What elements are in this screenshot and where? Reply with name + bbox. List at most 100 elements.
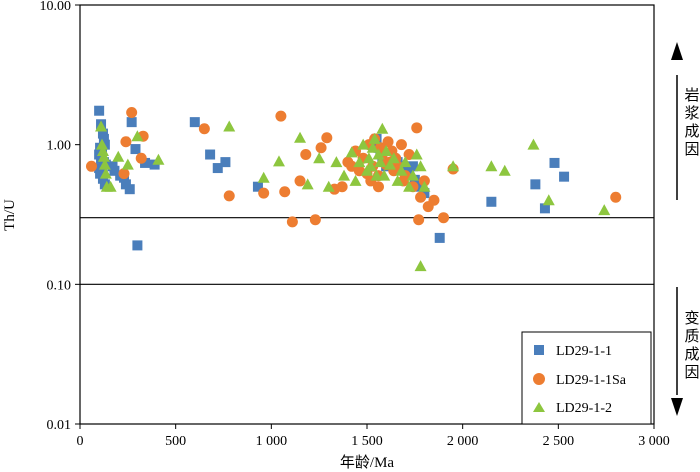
data-point-circle <box>321 132 333 144</box>
data-point-circle <box>415 191 427 203</box>
down-arrow-head <box>671 398 683 416</box>
data-point-circle <box>610 191 622 203</box>
data-point-triangle <box>223 120 236 132</box>
data-point-square <box>539 203 550 214</box>
legend-marker-square <box>534 345 544 355</box>
data-point-triangle <box>447 160 460 172</box>
legend: LD29-1-1 LD29-1-1Sa LD29-1-2 <box>521 331 652 425</box>
data-point-circle <box>411 122 423 134</box>
x-tick-label: 3 000 <box>638 434 670 449</box>
data-points <box>85 105 622 272</box>
data-point-triangle <box>294 131 307 143</box>
region-char: 成 <box>684 346 699 363</box>
data-point-square <box>530 179 541 190</box>
data-point-square <box>94 105 105 116</box>
data-point-square <box>95 168 106 179</box>
data-point-triangle <box>395 164 408 176</box>
data-point-triangle <box>527 138 540 150</box>
data-point-square <box>205 149 216 160</box>
data-point-circle <box>126 106 138 118</box>
data-point-circle <box>395 139 407 151</box>
data-point-circle <box>300 149 312 161</box>
data-point-triangle <box>338 169 351 181</box>
x-axis-label: 年龄/Ma <box>340 454 395 471</box>
data-point-triangle <box>353 156 366 168</box>
data-point-triangle <box>349 174 362 186</box>
data-point-square <box>400 163 411 174</box>
data-point-circle <box>85 160 97 172</box>
legend-marker-triangle <box>533 402 545 412</box>
data-point-triangle <box>391 174 404 186</box>
data-point-triangle <box>410 148 423 160</box>
data-point-circle <box>372 181 384 193</box>
legend-label: LD29-1-1Sa <box>556 373 627 388</box>
data-point-triangle <box>96 138 109 150</box>
data-point-triangle <box>380 145 393 157</box>
region-char: 因 <box>684 141 699 158</box>
data-point-square <box>212 163 223 174</box>
axis-ticks: 0 500 1 000 1 500 2 000 2 500 3 000 0.01 0.10 1.0… <box>40 0 670 449</box>
data-point-triangle <box>368 132 381 144</box>
data-point-square <box>549 157 560 168</box>
data-point-square <box>130 144 141 155</box>
data-point-circle <box>336 181 348 193</box>
data-point-triangle <box>96 145 109 157</box>
data-point-triangle <box>364 160 377 172</box>
data-point-circle <box>198 123 210 135</box>
data-point-triangle <box>383 158 396 170</box>
region-char: 变 <box>684 310 699 327</box>
data-point-circle <box>438 212 450 224</box>
reference-lines <box>80 217 654 285</box>
data-point-triangle <box>313 152 326 164</box>
data-point-triangle <box>131 130 144 142</box>
data-point-triangle <box>357 138 370 150</box>
data-point-triangle <box>598 204 611 216</box>
data-point-circle <box>382 136 394 148</box>
data-point-circle <box>120 136 132 148</box>
data-point-triangle <box>112 150 125 162</box>
x-tick-label: 1 500 <box>351 434 383 449</box>
data-point-square <box>124 184 135 195</box>
magmatic-region-label: 岩 浆 成 因 <box>684 87 699 158</box>
data-point-square <box>559 171 570 182</box>
data-point-square <box>97 173 108 184</box>
data-point-square <box>486 196 497 207</box>
data-point-square <box>109 165 120 176</box>
x-tick-label: 2 500 <box>543 434 575 449</box>
data-point-square <box>132 240 143 251</box>
data-point-square <box>98 133 109 144</box>
data-point-triangle <box>97 150 110 162</box>
data-point-square <box>434 232 445 243</box>
data-point-triangle <box>345 146 358 158</box>
data-point-triangle <box>301 178 314 190</box>
up-arrow-head <box>671 42 683 60</box>
data-point-triangle <box>98 158 111 170</box>
data-point-circle <box>223 190 235 202</box>
data-point-triangle <box>399 156 412 168</box>
data-point-circle <box>403 149 415 161</box>
data-point-circle <box>309 214 321 226</box>
data-point-triangle <box>370 169 383 181</box>
data-point-square <box>220 157 231 168</box>
data-point-circle <box>279 186 291 198</box>
data-point-square <box>407 161 418 172</box>
metamorphic-region-label: 变 质 成 因 <box>684 310 699 381</box>
data-point-triangle <box>378 169 391 181</box>
data-point-triangle <box>498 164 511 176</box>
data-point-triangle <box>99 167 112 179</box>
y-axis-label: Th/U <box>2 199 18 231</box>
region-char: 质 <box>684 328 699 345</box>
data-point-triangle <box>152 153 165 165</box>
data-point-triangle <box>372 148 385 160</box>
data-point-triangle <box>406 169 419 181</box>
data-point-triangle <box>418 180 431 192</box>
data-point-circle <box>294 175 306 187</box>
region-char: 因 <box>684 364 699 381</box>
data-point-circle <box>315 142 327 154</box>
data-point-triangle <box>387 152 400 164</box>
data-point-triangle <box>272 155 285 167</box>
x-tick-label: 500 <box>165 434 186 449</box>
x-tick-label: 1 000 <box>256 434 288 449</box>
data-point-triangle <box>362 152 375 164</box>
region-arrows <box>671 42 683 416</box>
